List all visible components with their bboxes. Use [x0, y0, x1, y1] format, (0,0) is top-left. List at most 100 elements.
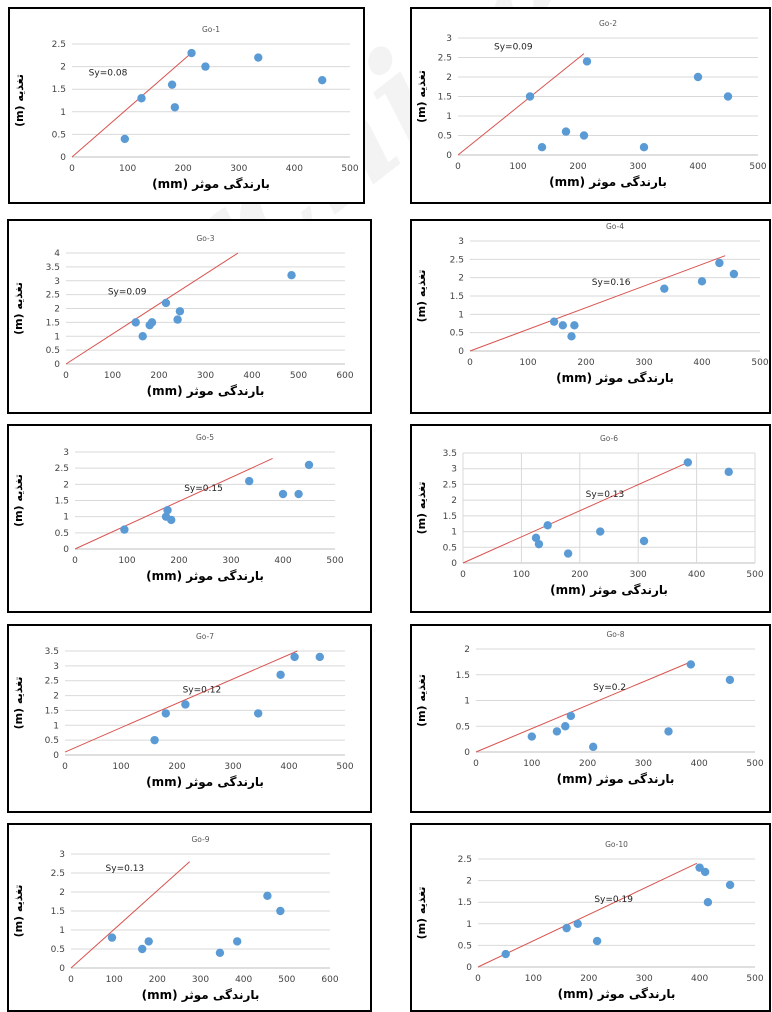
y-axis-label: تغذیه (m) [13, 74, 26, 127]
sy-annotation: Sy=0.16 [592, 278, 631, 288]
sy-annotation: Sy=0.2 [593, 683, 626, 693]
y-tick-label: 1.5 [458, 898, 472, 908]
trend-line [71, 54, 190, 158]
data-point [558, 321, 567, 330]
chart-title: Go-3 [196, 234, 214, 243]
trend-line [65, 252, 239, 365]
x-tick-label: 500 [290, 371, 307, 381]
x-tick-label: 400 [235, 975, 252, 985]
y-tick-label: 0.5 [438, 132, 452, 142]
sy-annotation: Sy=0.08 [89, 69, 128, 79]
data-point [161, 709, 170, 718]
data-point [715, 258, 724, 268]
chart-panel-6: 0 0.5 1 1.5 2 2.5 3 3.5 0 100 200 300 400 500 Go-6 Sy=0… [410, 424, 771, 613]
data-point [566, 711, 576, 721]
y-tick-label: 1 [464, 697, 470, 707]
x-tick-label: 300 [630, 570, 647, 580]
data-point [254, 53, 263, 62]
x-tick-label: 0 [68, 975, 74, 985]
x-tick-label: 500 [278, 975, 295, 985]
data-point [697, 277, 707, 286]
data-point [592, 936, 602, 946]
x-tick-label: 0 [473, 759, 479, 769]
y-tick-label: 3 [63, 448, 69, 458]
data-point [724, 467, 733, 477]
y-tick-label: 0 [59, 964, 65, 974]
x-tick-label: 100 [525, 974, 542, 984]
x-axis-label: بارندگی موثر (mm) [142, 988, 260, 1003]
x-axis-label: بارندگی موثر (mm) [147, 384, 265, 399]
data-point [201, 62, 210, 71]
trend-line [477, 862, 698, 968]
y-tick-label: 1.5 [438, 93, 452, 103]
y-tick-label: 1 [466, 920, 472, 930]
data-point [167, 515, 176, 525]
data-point [290, 652, 299, 662]
x-tick-label: 300 [636, 974, 653, 984]
data-point [660, 284, 669, 293]
data-point [723, 92, 733, 101]
chart-panel-9: 0 0.5 1 1.5 2 2.5 3 0 100 200 300 400 500 600 Go-9 Sy=0… [7, 823, 372, 1012]
x-tick-label: 600 [336, 371, 353, 381]
y-tick-label: 2 [451, 496, 457, 506]
x-tick-label: 100 [106, 975, 123, 985]
x-tick-label: 400 [688, 570, 705, 580]
chart-title: Go-10 [605, 840, 628, 849]
data-point [563, 549, 573, 558]
y-tick-label: 2 [53, 692, 59, 702]
data-point [175, 307, 185, 316]
x-tick-label: 500 [341, 164, 358, 174]
scatter-chart-8: 0 0.5 1 1.5 2 0 100 200 300 400 500 Go-8 Sy=0.2 بارند… [415, 630, 764, 787]
data-point [729, 269, 739, 279]
y-tick-label: 0 [464, 748, 470, 758]
data-point [549, 317, 559, 326]
data-point [573, 919, 582, 928]
data-point [318, 75, 327, 85]
data-point [138, 332, 147, 341]
y-tick-label: 1.5 [443, 512, 457, 522]
x-tick-label: 200 [150, 371, 167, 381]
y-tick-label: 2.5 [438, 54, 452, 64]
data-point [107, 933, 117, 942]
y-tick-label: 1.5 [55, 497, 69, 507]
y-tick-label: 0 [446, 151, 452, 161]
data-point [187, 48, 196, 58]
sy-annotation: Sy=0.09 [108, 288, 147, 298]
trend-line [462, 461, 689, 564]
y-tick-label: 2.5 [46, 291, 60, 301]
y-tick-label: 1.5 [52, 85, 66, 95]
data-point [703, 898, 713, 907]
x-tick-label: 500 [746, 570, 763, 580]
data-point [561, 127, 571, 136]
y-tick-label: 0.5 [458, 941, 472, 951]
x-tick-label: 200 [149, 975, 166, 985]
chart-panel-5: 0 0.5 1 1.5 2 2.5 3 0 100 200 300 400 500 Go-5 Sy=0.15… [7, 424, 372, 613]
data-point [531, 533, 541, 543]
y-tick-label: 0 [466, 963, 472, 973]
y-tick-label: 0.5 [55, 529, 69, 539]
y-tick-label: 0 [63, 545, 69, 555]
chart-title: Go-4 [606, 222, 624, 231]
data-point [562, 923, 571, 933]
data-point [552, 727, 562, 736]
y-tick-label: 0 [458, 347, 464, 357]
x-tick-label: 400 [691, 974, 708, 984]
x-tick-label: 0 [72, 556, 78, 566]
y-tick-label: 2.5 [55, 464, 69, 474]
y-tick-label: 1.5 [450, 292, 464, 302]
y-tick-label: 1 [446, 112, 452, 122]
x-tick-label: 400 [286, 164, 303, 174]
y-axis-label: تغذیه (m) [12, 677, 25, 730]
data-point [144, 937, 153, 946]
data-point [120, 134, 130, 144]
y-tick-label: 1.5 [45, 706, 59, 716]
data-point [170, 103, 180, 112]
y-tick-label: 1 [53, 721, 59, 731]
x-tick-label: 200 [571, 570, 588, 580]
x-tick-label: 100 [519, 358, 536, 368]
x-tick-label: 200 [170, 556, 187, 566]
x-tick-label: 400 [689, 162, 706, 172]
y-tick-label: 0.5 [450, 329, 464, 339]
x-tick-label: 500 [746, 974, 763, 984]
data-point [686, 660, 696, 669]
